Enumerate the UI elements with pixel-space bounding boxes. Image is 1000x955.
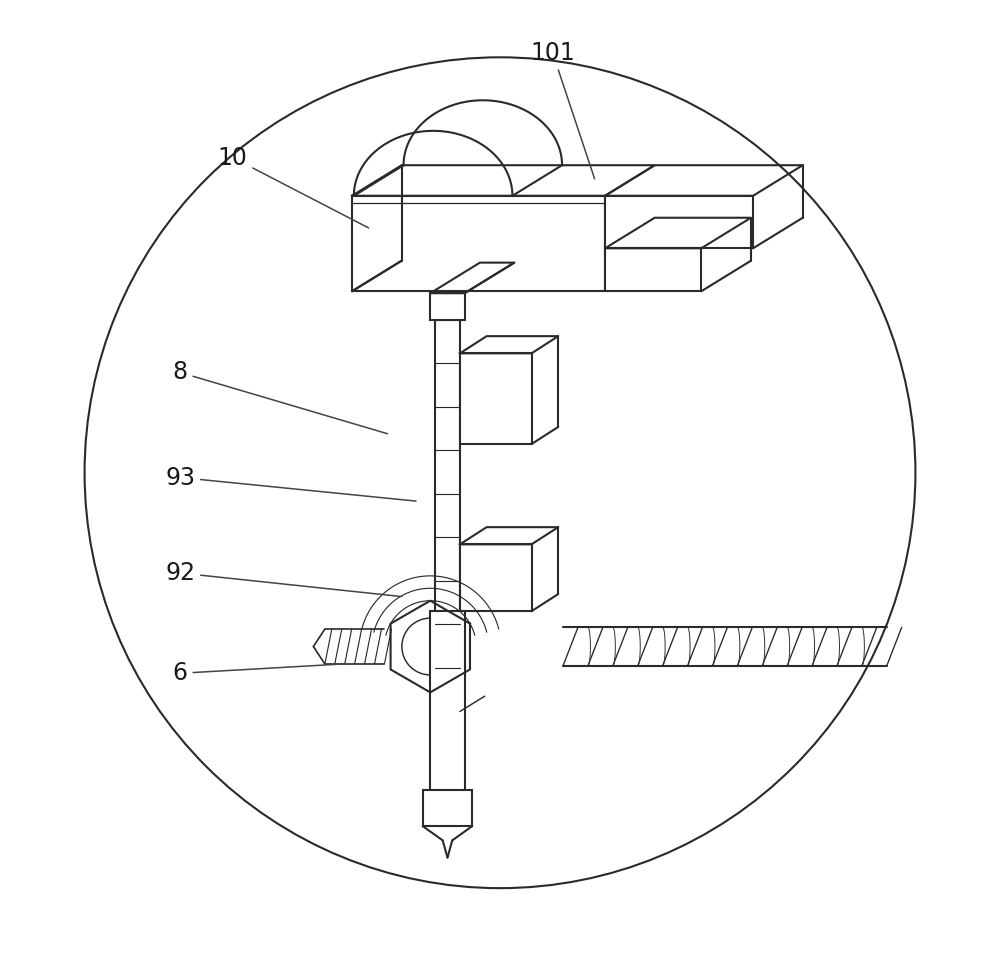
Text: 8: 8 — [173, 360, 388, 434]
Bar — [430, 611, 465, 793]
Text: 101: 101 — [530, 40, 595, 179]
Bar — [605, 248, 701, 291]
Bar — [435, 320, 460, 711]
Bar — [460, 353, 532, 444]
Bar — [605, 196, 753, 248]
Text: 92: 92 — [165, 561, 402, 597]
Bar — [460, 544, 532, 611]
Text: 6: 6 — [173, 661, 344, 686]
Bar — [430, 293, 465, 320]
Bar — [423, 790, 472, 826]
Text: 10: 10 — [218, 145, 369, 228]
Bar — [352, 196, 605, 291]
Text: 93: 93 — [165, 465, 416, 501]
